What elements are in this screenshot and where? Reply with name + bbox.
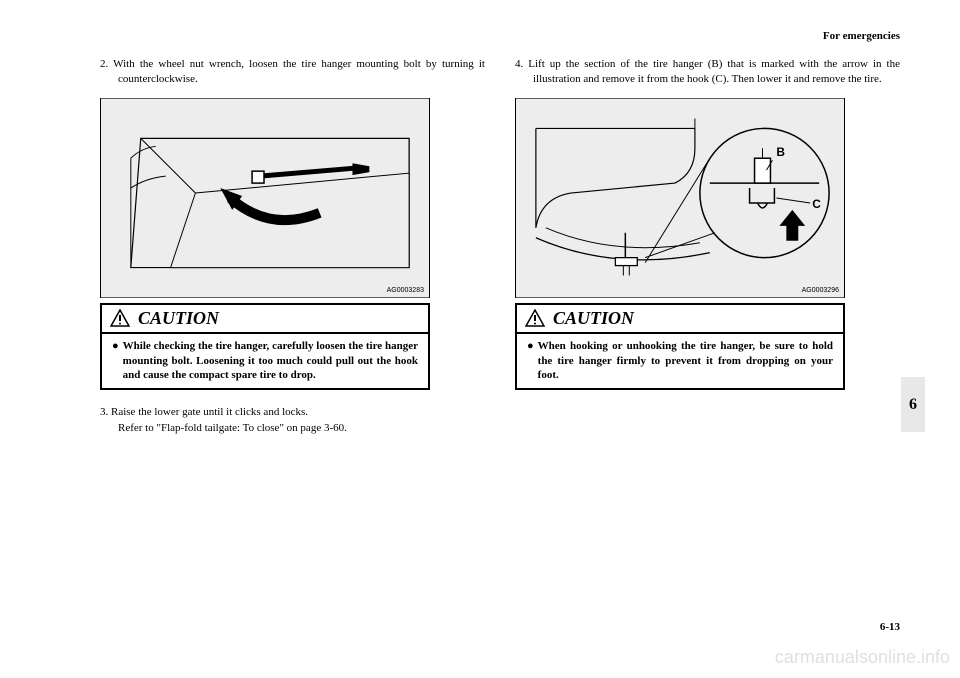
figure-2: B C AG0003296 xyxy=(515,98,845,298)
caution-title-1: CAUTION xyxy=(138,308,219,329)
step-4-text: 4. Lift up the section of the tire hange… xyxy=(515,57,900,88)
page: For emergencies 2. With the wheel nut wr… xyxy=(0,0,960,678)
figure-2-code: AG0003296 xyxy=(802,287,839,294)
caution-box-1: CAUTION ● While checking the tire hanger… xyxy=(100,303,430,391)
watermark: carmanualsonline.info xyxy=(775,647,950,668)
bullet-icon: ● xyxy=(112,339,119,384)
caution-text-1: While checking the tire hanger, carefull… xyxy=(123,339,418,384)
bullet-icon: ● xyxy=(527,339,534,384)
caution-body-2: ● When hooking or unhooking the tire han… xyxy=(517,334,843,389)
figure-1-code: AG0003283 xyxy=(387,287,424,294)
caution-header-2: CAUTION xyxy=(517,305,843,334)
warning-icon xyxy=(110,309,130,327)
content-columns: 2. With the wheel nut wrench, loosen the… xyxy=(100,57,900,446)
step-3b-text: Refer to "Flap-fold tailgate: To close" … xyxy=(100,421,485,436)
caution-body-1: ● While checking the tire hanger, carefu… xyxy=(102,334,428,389)
page-number: 6-13 xyxy=(880,621,900,633)
step-3a-text: 3. Raise the lower gate until it clicks … xyxy=(100,405,485,420)
figure-1: AG0003283 xyxy=(100,98,430,298)
caution-box-2: CAUTION ● When hooking or unhooking the … xyxy=(515,303,845,391)
caution-title-2: CAUTION xyxy=(553,308,634,329)
caution-header-1: CAUTION xyxy=(102,305,428,334)
step-2-text: 2. With the wheel nut wrench, loosen the… xyxy=(100,57,485,88)
right-column: 4. Lift up the section of the tire hange… xyxy=(515,57,900,446)
caution-text-2: When hooking or unhooking the tire hange… xyxy=(538,339,833,384)
label-c: C xyxy=(812,197,821,211)
page-header: For emergencies xyxy=(100,30,900,42)
bumper-illustration: B C xyxy=(516,98,844,298)
side-tab: 6 xyxy=(901,377,925,432)
cargo-area-illustration xyxy=(101,98,429,298)
warning-icon xyxy=(525,309,545,327)
left-column: 2. With the wheel nut wrench, loosen the… xyxy=(100,57,485,446)
label-b: B xyxy=(776,145,785,159)
